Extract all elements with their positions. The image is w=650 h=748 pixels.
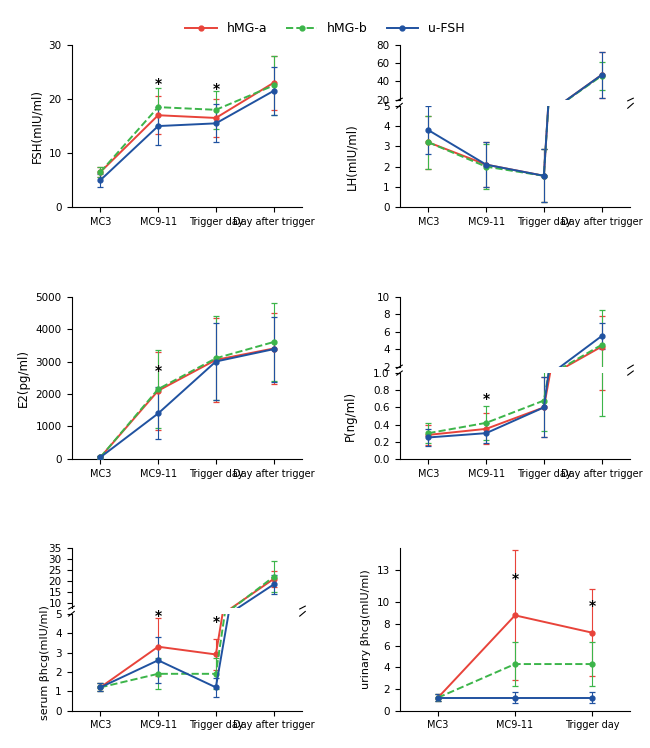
Text: *: * — [588, 599, 595, 613]
Text: *: * — [512, 572, 519, 586]
Y-axis label: serum βhcg(mIU/ml): serum βhcg(mIU/ml) — [40, 605, 49, 720]
Y-axis label: urinary βhcg(mIU/ml): urinary βhcg(mIU/ml) — [361, 569, 371, 690]
Legend: hMG-a, hMG-b, u-FSH: hMG-a, hMG-b, u-FSH — [181, 17, 469, 40]
Y-axis label: P(ng/ml): P(ng/ml) — [344, 391, 357, 441]
Text: *: * — [213, 616, 220, 629]
Text: *: * — [155, 610, 162, 624]
Text: *: * — [482, 392, 489, 405]
Text: *: * — [155, 364, 162, 378]
Text: *: * — [155, 77, 162, 91]
Y-axis label: FSH(mIU/ml): FSH(mIU/ml) — [30, 89, 43, 163]
Text: *: * — [213, 82, 220, 96]
Y-axis label: LH(mIU/ml): LH(mIU/ml) — [345, 123, 358, 190]
Y-axis label: E2(pg/ml): E2(pg/ml) — [17, 349, 30, 407]
